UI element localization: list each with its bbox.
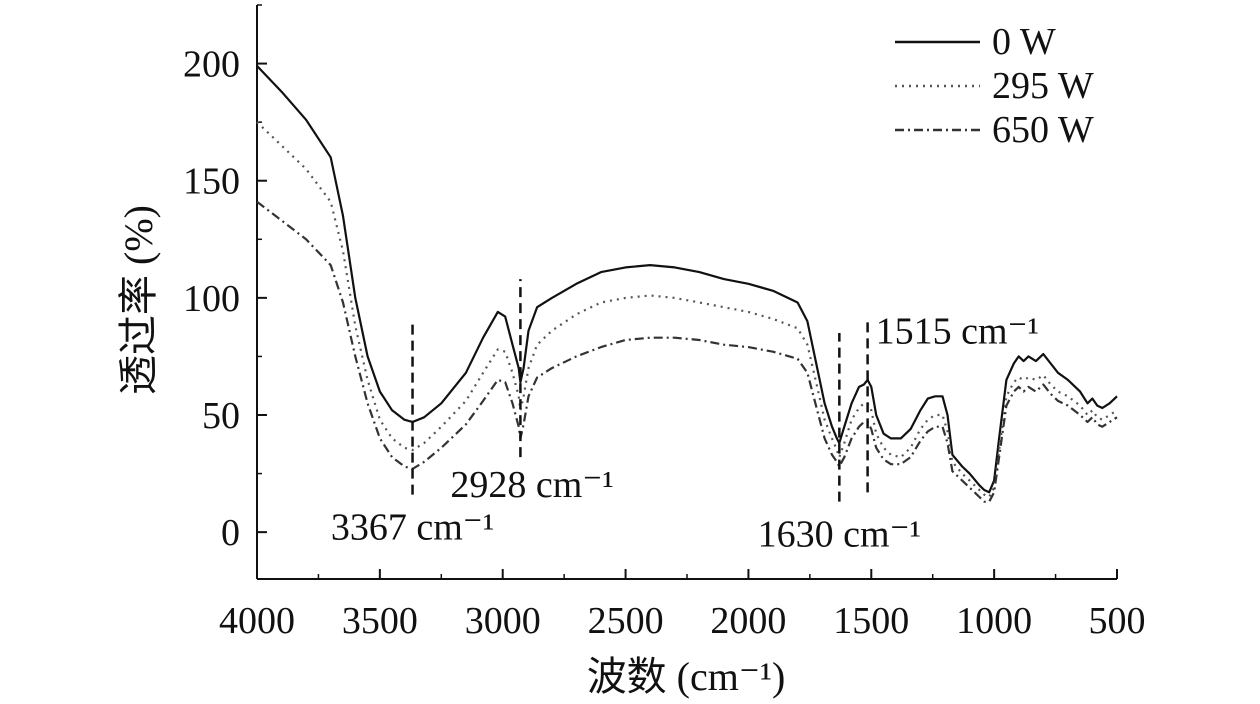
y-axis: 0 50 100 150 200 — [183, 4, 267, 554]
x-axis-title: 波数 (cm⁻¹) — [587, 654, 786, 699]
y-tick-label: 100 — [183, 278, 240, 320]
y-tick-label: 50 — [202, 395, 240, 437]
x-tick-label: 2000 — [710, 600, 786, 642]
annotation-label-3: 1515 cm⁻¹ — [876, 310, 1039, 352]
y-axis-title: 透过率 (%) — [116, 205, 161, 395]
series-layer — [256, 65, 1118, 503]
legend-label-1: 295 W — [992, 65, 1094, 107]
series-line-2 — [256, 200, 1118, 503]
x-tick-label: 1500 — [833, 600, 909, 642]
x-tick-label: 3500 — [342, 600, 418, 642]
series-line-1 — [256, 121, 1118, 499]
x-tick-label: 3000 — [465, 600, 541, 642]
x-tick-label: 1000 — [956, 600, 1032, 642]
legend-label-2: 650 W — [992, 109, 1094, 151]
x-tick-label: 4000 — [219, 600, 295, 642]
x-tick-label: 2500 — [588, 600, 664, 642]
legend-label-0: 0 W — [992, 21, 1056, 63]
y-tick-label: 200 — [183, 44, 240, 86]
annotation-label-1: 2928 cm⁻¹ — [450, 464, 613, 506]
x-axis: 4000 3500 3000 2500 2000 1500 1000 500 — [219, 569, 1146, 642]
y-tick-label: 0 — [221, 512, 240, 554]
y-tick-label: 150 — [183, 161, 240, 203]
annotation-label-0: 3367 cm⁻¹ — [331, 507, 494, 549]
series-line-0 — [256, 65, 1118, 494]
annotation-label-2: 1630 cm⁻¹ — [758, 514, 921, 556]
x-tick-label: 500 — [1089, 600, 1146, 642]
